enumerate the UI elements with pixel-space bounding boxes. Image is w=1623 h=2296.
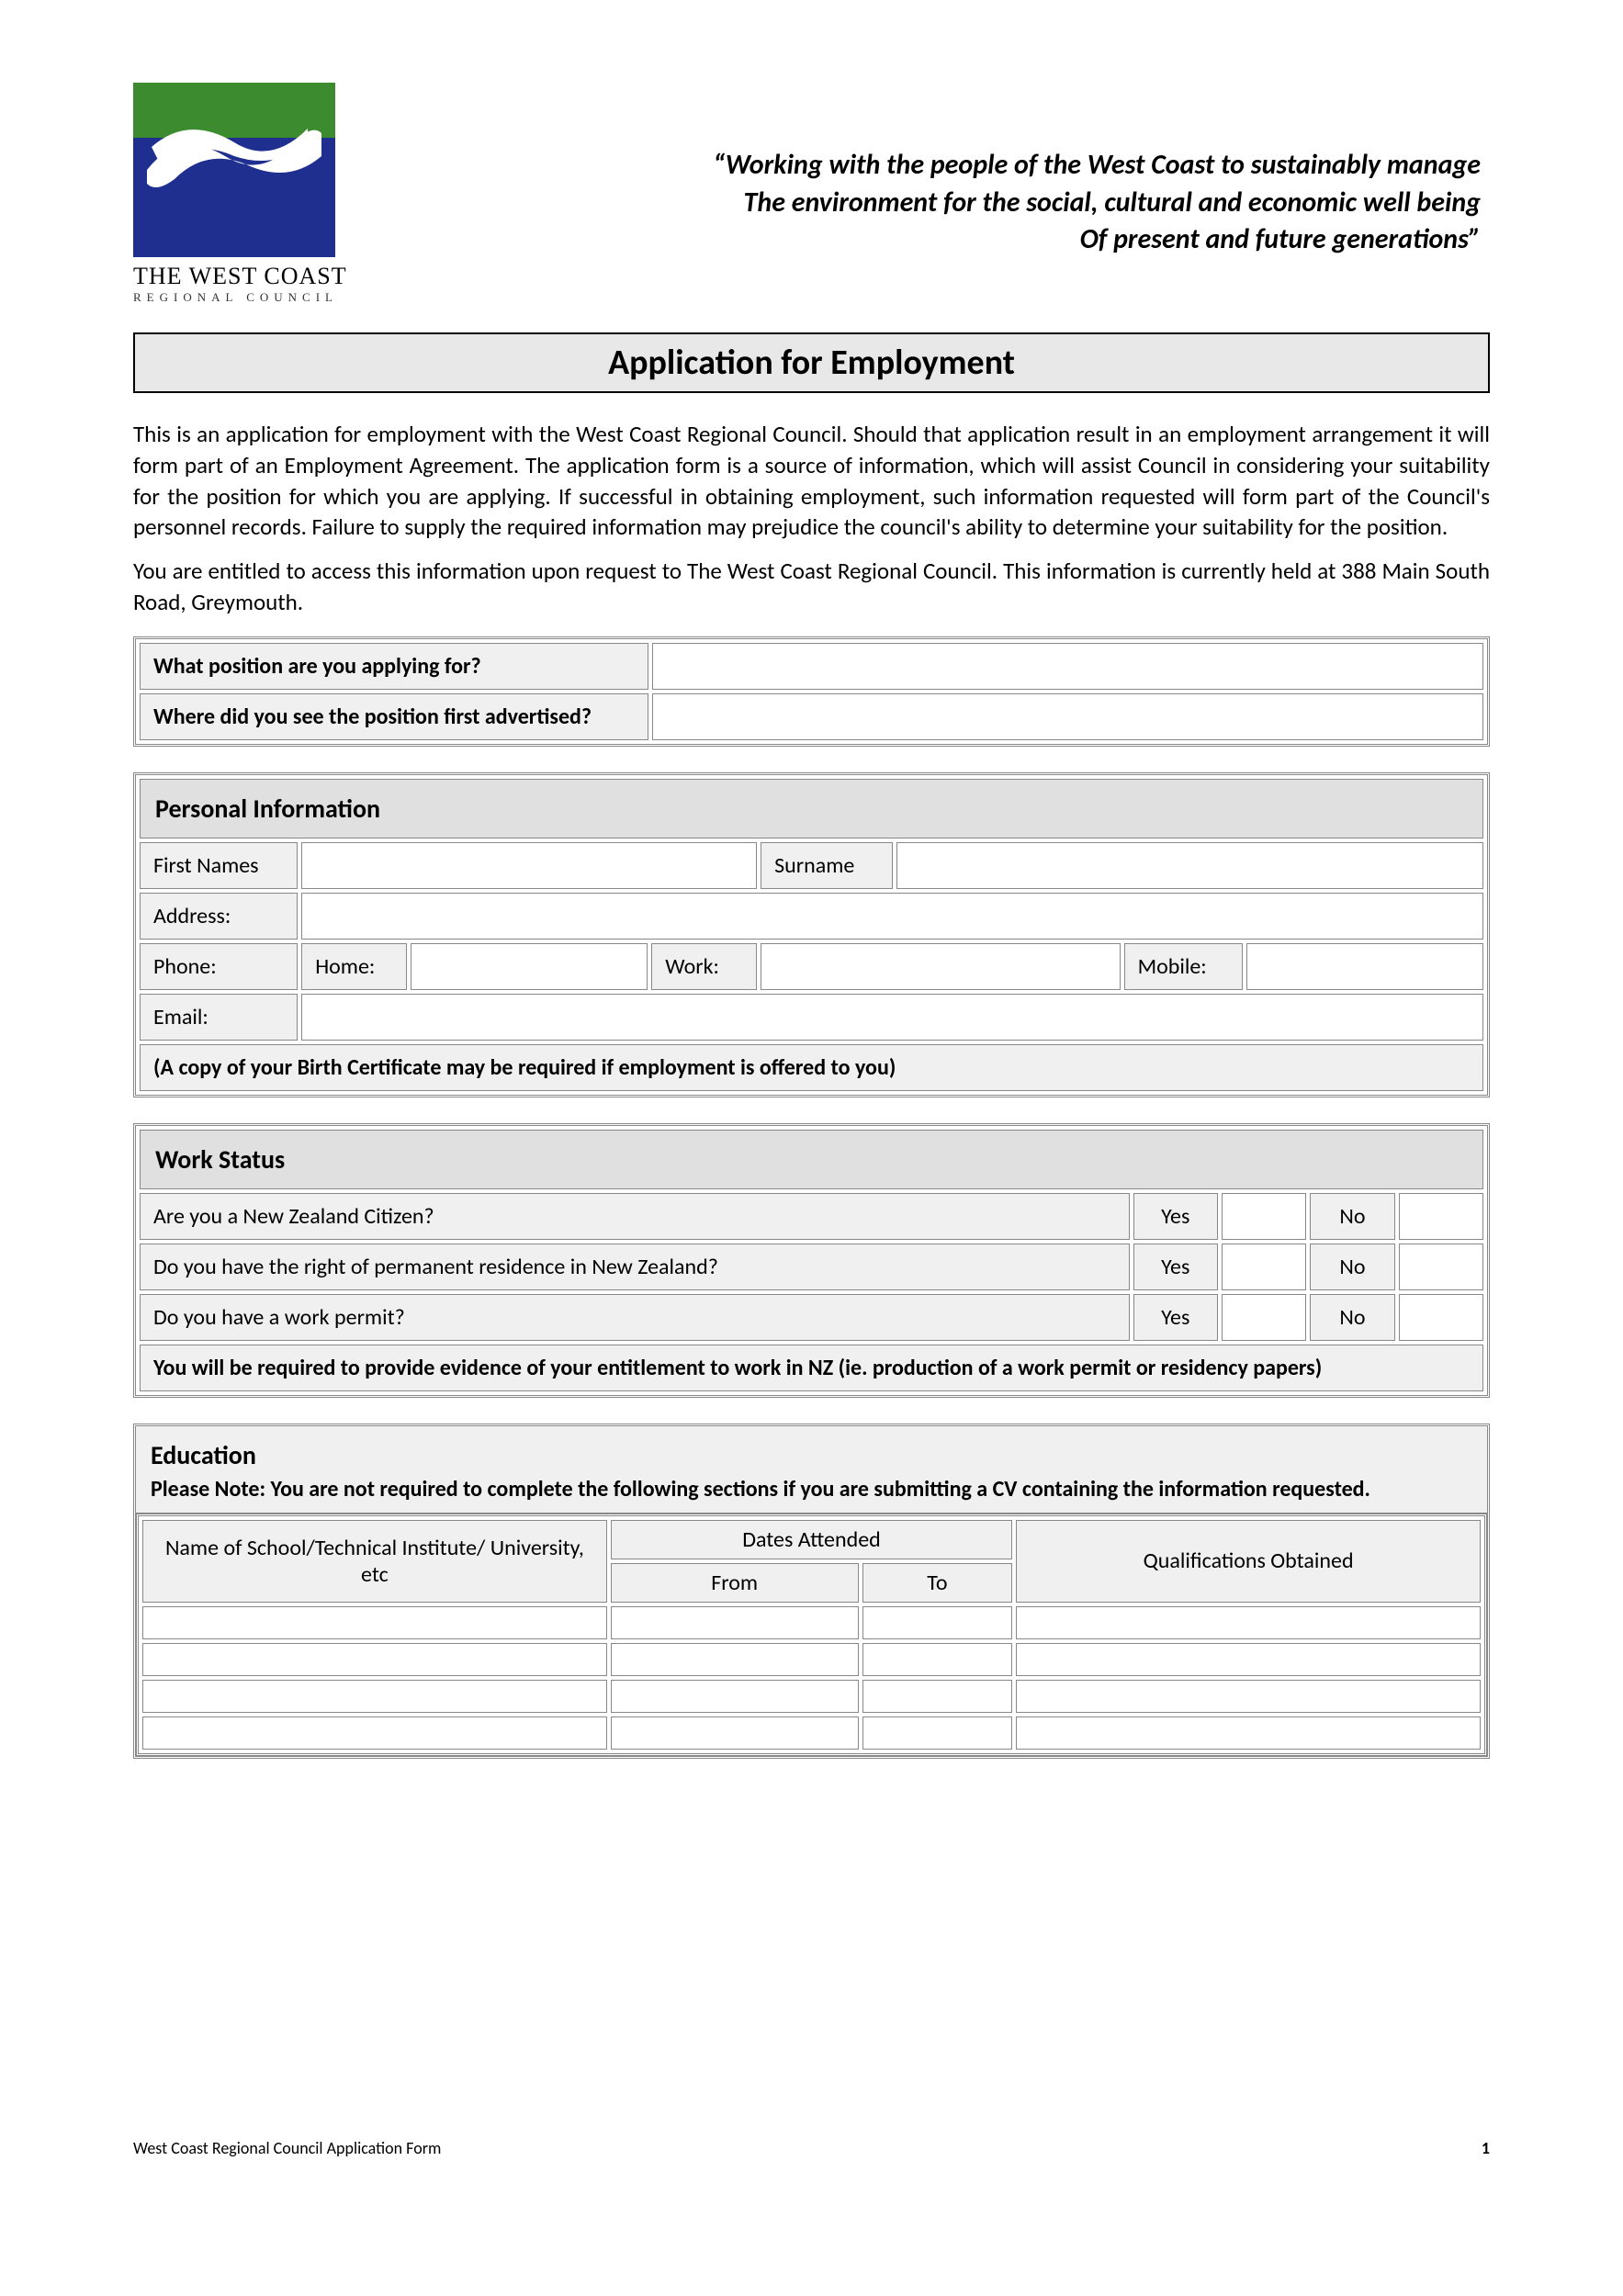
ws-q1-yes-label: Yes <box>1133 1193 1218 1240</box>
home-input[interactable] <box>411 943 648 990</box>
intro-p1: This is an application for employment wi… <box>133 419 1490 543</box>
edu-cell[interactable] <box>862 1680 1013 1713</box>
ws-q3-no-label: No <box>1310 1294 1394 1341</box>
logo-icon <box>133 83 335 257</box>
edu-cell[interactable] <box>142 1643 607 1676</box>
edu-row <box>142 1643 1481 1676</box>
logo-wave-icon <box>142 119 326 193</box>
edu-cell[interactable] <box>1016 1606 1481 1639</box>
header: THE WEST COAST REGIONAL COUNCIL “Working… <box>133 83 1490 305</box>
edu-col-to: To <box>862 1563 1013 1603</box>
footer-left: West Coast Regional Council Application … <box>133 2138 441 2158</box>
ws-q2-no-label: No <box>1310 1244 1394 1290</box>
footer: West Coast Regional Council Application … <box>133 2138 1490 2158</box>
personal-table: Personal Information First Names Surname… <box>133 772 1490 1097</box>
ws-q3-yes-label: Yes <box>1133 1294 1218 1341</box>
tagline-line3: Of present and future generations” <box>363 221 1481 259</box>
address-input[interactable] <box>301 893 1483 940</box>
education-note: Please Note: You are not required to com… <box>151 1475 1472 1503</box>
position-q1-input[interactable] <box>652 643 1483 690</box>
edu-cell[interactable] <box>862 1643 1013 1676</box>
education-table: Name of School/Technical Institute/ Univ… <box>136 1514 1487 1756</box>
address-label: Address: <box>140 893 298 940</box>
intro-p2: You are entitled to access this informat… <box>133 556 1490 618</box>
ws-q2-no-box[interactable] <box>1399 1244 1483 1290</box>
surname-input[interactable] <box>896 842 1483 889</box>
edu-cell[interactable] <box>1016 1680 1481 1713</box>
edu-col-from: From <box>611 1563 859 1603</box>
logo-line1: THE WEST COAST <box>133 263 363 290</box>
education-header-block: Education Please Note: You are not requi… <box>136 1426 1487 1514</box>
edu-cell[interactable] <box>1016 1716 1481 1750</box>
edu-col-name: Name of School/Technical Institute/ Univ… <box>142 1520 607 1603</box>
edu-cell[interactable] <box>611 1643 859 1676</box>
mobile-label: Mobile: <box>1124 943 1243 990</box>
tagline-line1: “Working with the people of the West Coa… <box>363 147 1481 185</box>
logo-line2: REGIONAL COUNCIL <box>133 290 363 305</box>
mobile-input[interactable] <box>1246 943 1483 990</box>
ws-q3-no-box[interactable] <box>1399 1294 1483 1341</box>
footer-page: 1 <box>1482 2138 1490 2158</box>
work-status-header: Work Status <box>140 1130 1483 1189</box>
work-status-table: Work Status Are you a New Zealand Citize… <box>133 1123 1490 1398</box>
edu-cell[interactable] <box>611 1680 859 1713</box>
edu-cell[interactable] <box>611 1606 859 1639</box>
edu-cell[interactable] <box>611 1716 859 1750</box>
ws-q2-yes-label: Yes <box>1133 1244 1218 1290</box>
logo-block: THE WEST COAST REGIONAL COUNCIL <box>133 83 363 305</box>
ws-note: You will be required to provide evidence… <box>140 1345 1483 1391</box>
home-label: Home: <box>301 943 407 990</box>
personal-header: Personal Information <box>140 779 1483 838</box>
edu-cell[interactable] <box>142 1680 607 1713</box>
ws-q1-no-label: No <box>1310 1193 1394 1240</box>
ws-q3-yes-box[interactable] <box>1222 1294 1306 1341</box>
surname-label: Surname <box>761 842 893 889</box>
edu-row <box>142 1680 1481 1713</box>
edu-cell[interactable] <box>862 1716 1013 1750</box>
edu-row <box>142 1606 1481 1639</box>
position-table: What position are you applying for? Wher… <box>133 636 1490 747</box>
ws-q1-no-box[interactable] <box>1399 1193 1483 1240</box>
edu-cell[interactable] <box>862 1606 1013 1639</box>
ws-q3: Do you have a work permit? <box>140 1294 1130 1341</box>
education-section: Education Please Note: You are not requi… <box>133 1424 1490 1759</box>
intro-text: This is an application for employment wi… <box>133 419 1490 618</box>
edu-cell[interactable] <box>1016 1643 1481 1676</box>
position-q1-label: What position are you applying for? <box>140 643 648 690</box>
email-label: Email: <box>140 994 298 1041</box>
position-q2-label: Where did you see the position first adv… <box>140 693 648 740</box>
first-names-label: First Names <box>140 842 298 889</box>
page: THE WEST COAST REGIONAL COUNCIL “Working… <box>0 0 1623 2296</box>
edu-col-dates: Dates Attended <box>611 1520 1012 1559</box>
phone-label: Phone: <box>140 943 298 990</box>
work-label: Work: <box>651 943 757 990</box>
page-title: Application for Employment <box>133 332 1490 393</box>
edu-col-qual: Qualifications Obtained <box>1016 1520 1481 1603</box>
position-q2-input[interactable] <box>652 693 1483 740</box>
edu-row <box>142 1716 1481 1750</box>
work-input[interactable] <box>761 943 1120 990</box>
tagline-line2: The environment for the social, cultural… <box>363 185 1481 222</box>
first-names-input[interactable] <box>301 842 757 889</box>
tagline: “Working with the people of the West Coa… <box>363 83 1490 259</box>
ws-q1: Are you a New Zealand Citizen? <box>140 1193 1130 1240</box>
edu-cell[interactable] <box>142 1606 607 1639</box>
personal-note: (A copy of your Birth Certificate may be… <box>140 1044 1483 1091</box>
ws-q2-yes-box[interactable] <box>1222 1244 1306 1290</box>
ws-q1-yes-box[interactable] <box>1222 1193 1306 1240</box>
edu-cell[interactable] <box>142 1716 607 1750</box>
logo-text: THE WEST COAST REGIONAL COUNCIL <box>133 263 363 305</box>
education-header: Education <box>151 1439 1472 1471</box>
email-input[interactable] <box>301 994 1483 1041</box>
ws-q2: Do you have the right of permanent resid… <box>140 1244 1130 1290</box>
